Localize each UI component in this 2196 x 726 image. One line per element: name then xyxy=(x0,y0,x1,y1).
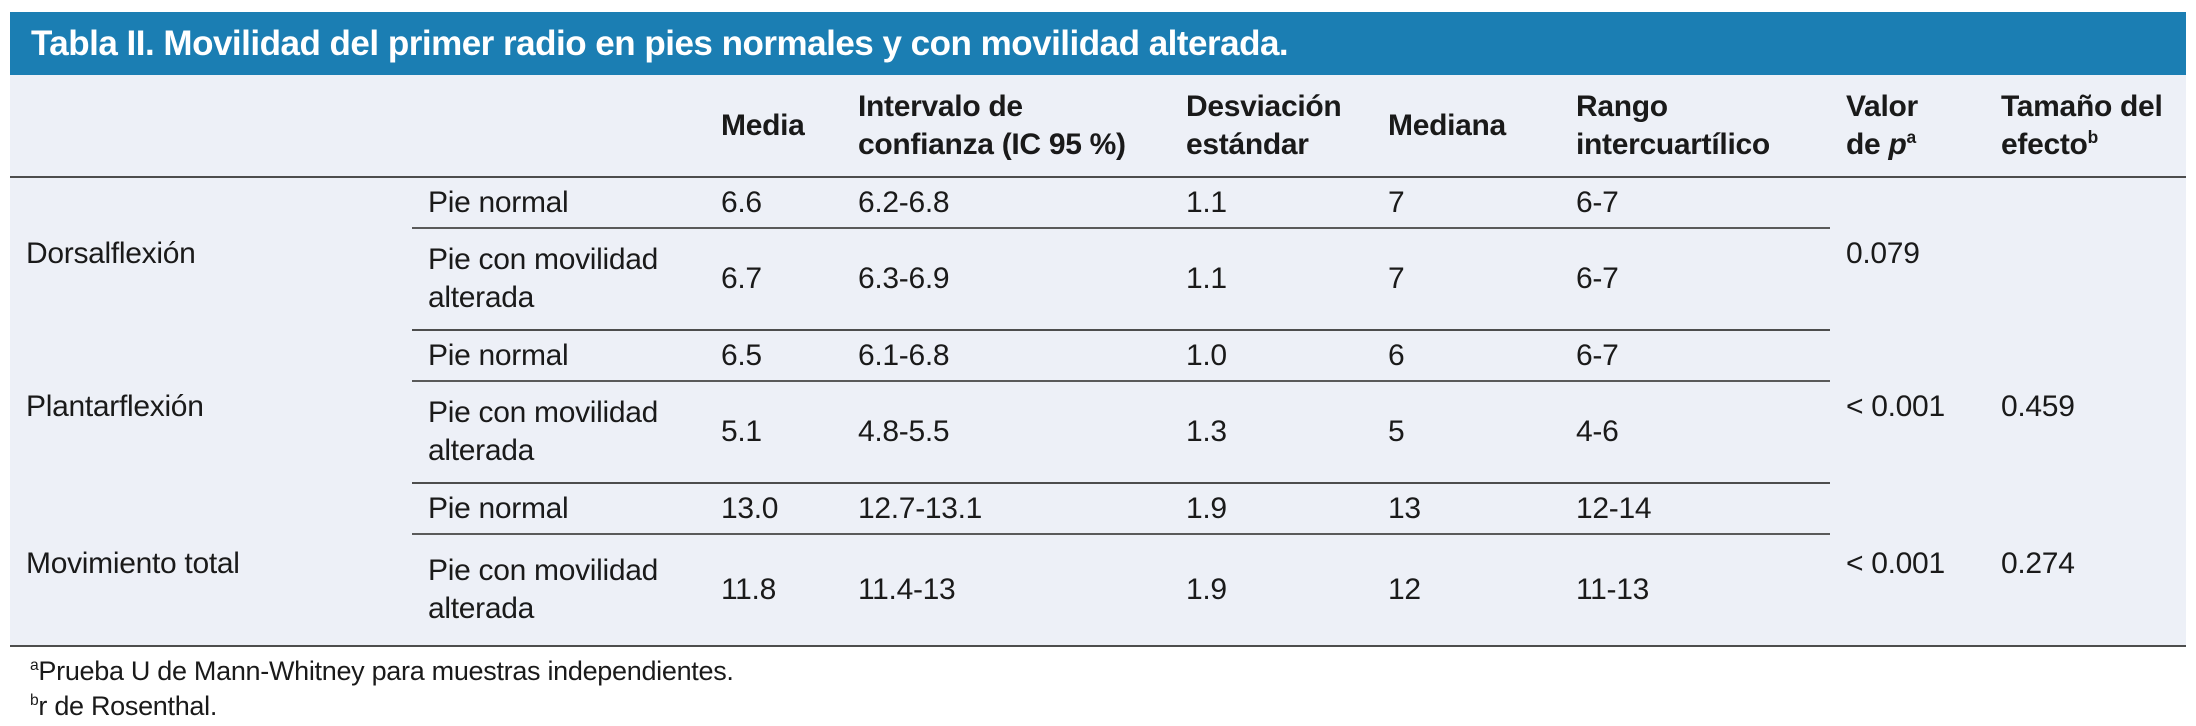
cell-media: 6.5 xyxy=(705,330,842,382)
cell-rango-intercuartilico: 4-6 xyxy=(1560,381,1830,484)
header-mediana: Mediana xyxy=(1372,75,1560,178)
cell-rango-intercuartilico: 12-14 xyxy=(1560,483,1830,535)
table-row: Plantarflexión Pie normal 6.5 6.1-6.8 1.… xyxy=(10,330,2186,423)
header-tamano-efecto-text: Tamaño del efecto xyxy=(2001,89,2163,161)
cell-rango-intercuartilico: 6-7 xyxy=(1560,177,1830,229)
cell-media: 13.0 xyxy=(705,483,842,535)
category-movimiento-total: Movimiento total xyxy=(10,483,412,647)
row-label: Pie con movilidad alterada xyxy=(412,534,705,647)
cell-valor-p: < 0.001 xyxy=(1830,483,1985,647)
footnote-a-sup: a xyxy=(30,657,39,674)
row-label: Pie normal xyxy=(412,330,705,382)
header-media: Media xyxy=(705,75,842,178)
cell-desviacion-estandar: 1.9 xyxy=(1170,483,1372,535)
cell-intervalo-confianza: 12.7-13.1 xyxy=(842,483,1170,535)
category-dorsalflexion: Dorsalflexión xyxy=(26,237,196,270)
footnote-b-text: r de Rosenthal. xyxy=(38,691,218,721)
cell-media: 11.8 xyxy=(705,534,842,647)
cell-intervalo-confianza: 11.4-13 xyxy=(842,534,1170,647)
category-plantarflexion: Plantarflexión xyxy=(26,389,204,423)
header-tamano-efecto-sup: b xyxy=(2087,126,2099,147)
row-label: Pie normal xyxy=(412,177,705,229)
table-row: Pie con movilidad alterada 11.8 11.4-13 … xyxy=(10,534,2186,647)
header-desviacion-estandar: Desviación estándar xyxy=(1170,75,1372,178)
cell-mediana: 6 xyxy=(1372,330,1560,382)
cell-desviacion-estandar: 1.1 xyxy=(1170,177,1372,229)
cell-intervalo-confianza: 6.1-6.8 xyxy=(842,330,1170,382)
cell-media: 6.7 xyxy=(705,228,842,331)
header-empty-cell xyxy=(10,75,705,178)
header-intervalo-confianza: Intervalo de confianza (IC 95 %) xyxy=(842,75,1170,178)
header-valor-p: Valor de pa xyxy=(1830,75,1985,178)
cell-media: 6.6 xyxy=(705,177,842,229)
cell-media: 5.1 xyxy=(705,381,842,484)
cell-intervalo-confianza: 6.2-6.8 xyxy=(842,177,1170,229)
cell-mediana: 5 xyxy=(1372,381,1560,484)
cell-mediana: 12 xyxy=(1372,534,1560,647)
row-label: Pie normal xyxy=(412,483,705,535)
cell-valor-p: 0.079 xyxy=(1846,237,1920,270)
cell-tamano-efecto xyxy=(1985,177,2186,330)
cell-desviacion-estandar: 1.0 xyxy=(1170,330,1372,382)
cell-intervalo-confianza: 6.3-6.9 xyxy=(842,228,1170,331)
cell-mediana: 7 xyxy=(1372,177,1560,229)
header-valor-p-symbol: p xyxy=(1888,127,1907,161)
table-row: Dorsalflexión Pie normal 6.6 6.2-6.8 1.1… xyxy=(10,177,2186,270)
header-valor-p-line1: Valor xyxy=(1846,89,1918,123)
cell-rango-intercuartilico: 6-7 xyxy=(1560,228,1830,331)
cell-tamano-efecto: 0.459 xyxy=(2001,389,2075,423)
cell-desviacion-estandar: 1.3 xyxy=(1170,381,1372,484)
table-footnotes: aPrueba U de Mann-Whitney para muestras … xyxy=(30,654,734,724)
cell-intervalo-confianza: 4.8-5.5 xyxy=(842,381,1170,484)
cell-valor-p: < 0.001 xyxy=(1846,389,1945,423)
cell-mediana: 13 xyxy=(1372,483,1560,535)
cell-mediana: 7 xyxy=(1372,228,1560,331)
footnote-b-sup: b xyxy=(30,692,39,709)
cell-rango-intercuartilico: 6-7 xyxy=(1560,330,1830,382)
table-row: Pie con movilidad alterada 6.7 6.3-6.9 1… xyxy=(10,228,2186,331)
header-valor-p-line2: de xyxy=(1846,127,1881,161)
table-title-bar: Tabla II. Movilidad del primer radio en … xyxy=(10,12,2186,75)
footnote-b: br de Rosenthal. xyxy=(30,689,734,724)
statistics-table: Media Intervalo de confianza (IC 95 %) D… xyxy=(10,75,2186,647)
table-header-row: Media Intervalo de confianza (IC 95 %) D… xyxy=(10,75,2186,178)
row-label: Pie con movilidad alterada xyxy=(412,381,705,484)
header-valor-p-sup: a xyxy=(1906,126,1917,147)
row-label: Pie con movilidad alterada xyxy=(412,228,705,331)
cell-desviacion-estandar: 1.1 xyxy=(1170,228,1372,331)
header-rango-intercuartilico: Rango intercuartílico xyxy=(1560,75,1830,178)
cell-desviacion-estandar: 1.9 xyxy=(1170,534,1372,647)
cell-rango-intercuartilico: 11-13 xyxy=(1560,534,1830,647)
header-tamano-efecto: Tamaño del efectob xyxy=(1985,75,2186,178)
table-row: Movimiento total Pie normal 13.0 12.7-13… xyxy=(10,483,2186,647)
footnote-a: aPrueba U de Mann-Whitney para muestras … xyxy=(30,654,734,689)
cell-tamano-efecto: 0.274 xyxy=(1985,483,2186,647)
table-title: Tabla II. Movilidad del primer radio en … xyxy=(31,23,1289,63)
footnote-a-text: Prueba U de Mann-Whitney para muestras i… xyxy=(38,656,734,686)
table-row: Pie con movilidad alterada 5.1 4.8-5.5 1… xyxy=(10,381,2186,484)
